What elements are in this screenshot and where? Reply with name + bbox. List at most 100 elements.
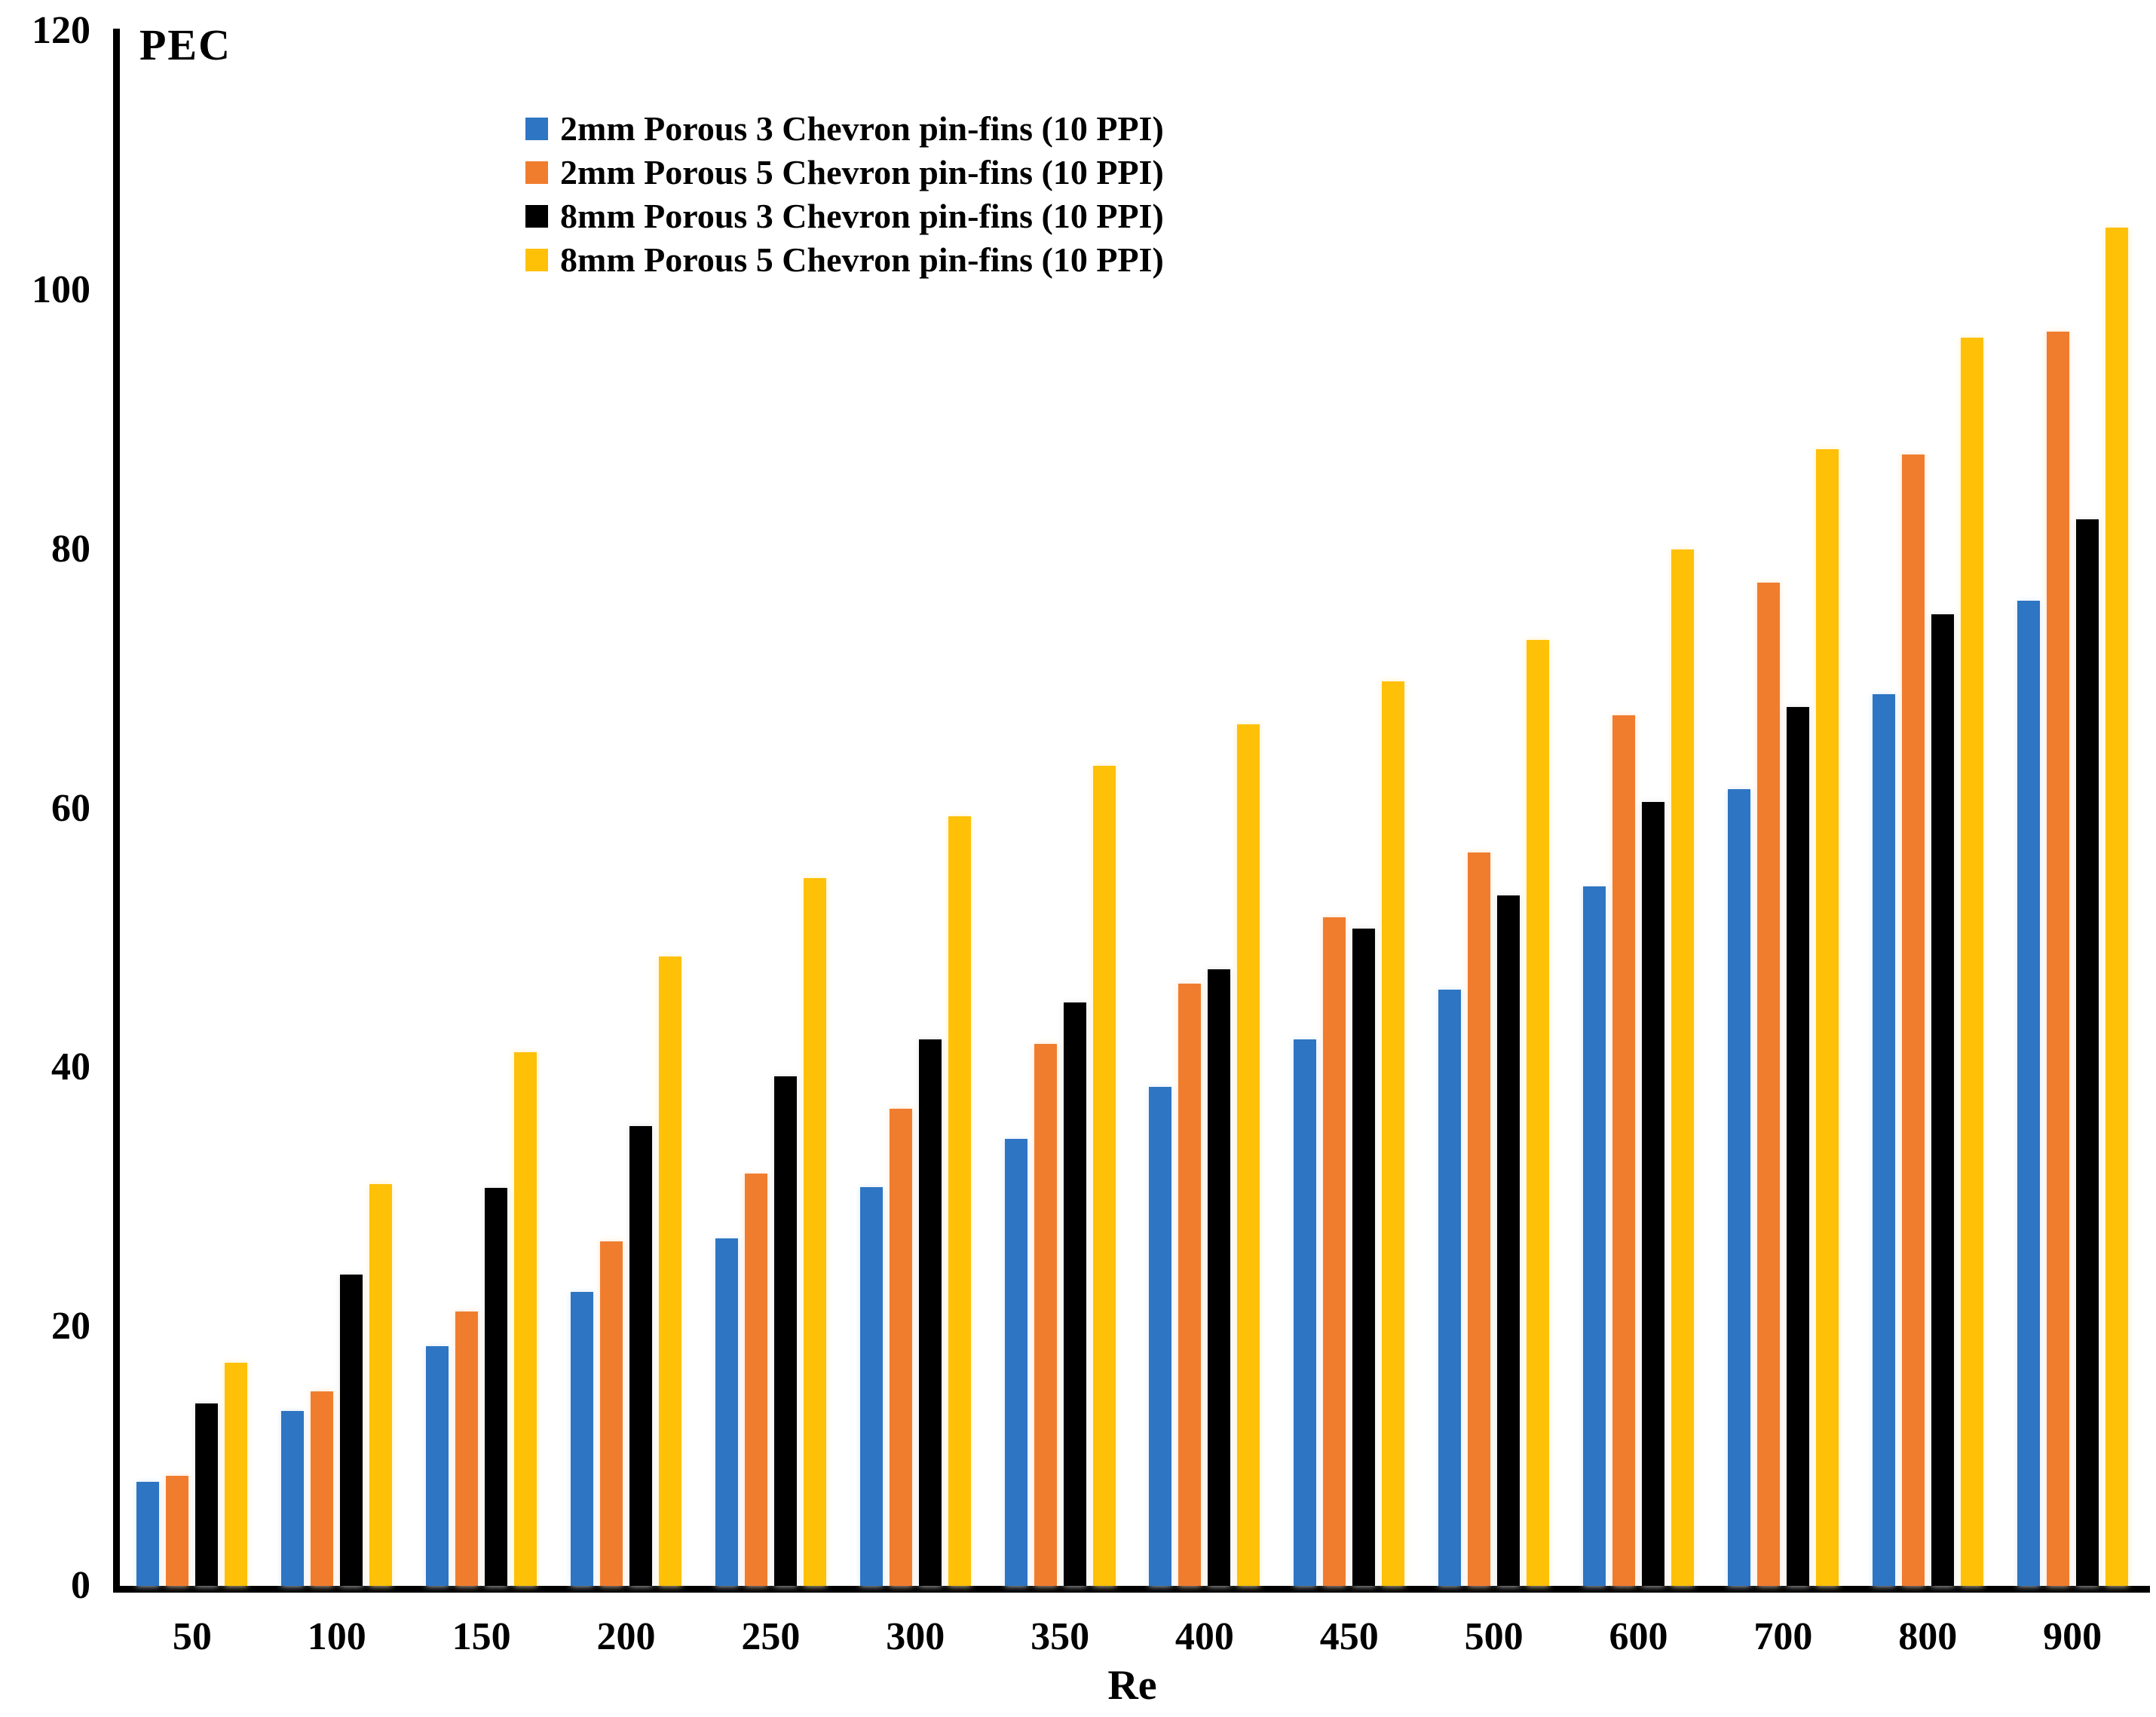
x-tick-label: 400 bbox=[1174, 1615, 1234, 1658]
bar-group-re-400 bbox=[1132, 31, 1277, 1586]
bar-series-4 bbox=[2105, 228, 2128, 1586]
y-tick-label: 20 bbox=[51, 1305, 90, 1348]
bar-series-2 bbox=[599, 1241, 623, 1586]
bar-series-2 bbox=[166, 1475, 189, 1586]
bar-series-4 bbox=[1960, 338, 1983, 1586]
x-tick-label: 250 bbox=[741, 1615, 801, 1658]
legend-label: 8mm Porous 5 Chevron pin-fins (10 PPI) bbox=[560, 240, 1164, 279]
bar-series-4 bbox=[658, 956, 681, 1586]
plot-area bbox=[120, 31, 2145, 1586]
y-tick-label: 80 bbox=[51, 527, 90, 571]
x-tick-label: 600 bbox=[1609, 1615, 1668, 1658]
bar-group-re-450 bbox=[1277, 31, 1422, 1586]
bar-group-re-500 bbox=[1422, 31, 1566, 1586]
bar-series-3 bbox=[629, 1125, 652, 1586]
x-tick-label: 450 bbox=[1319, 1615, 1379, 1658]
bar-group-re-600 bbox=[1566, 31, 1711, 1586]
bar-series-2 bbox=[2046, 331, 2069, 1586]
legend-label: 8mm Porous 3 Chevron pin-fins (10 PPI) bbox=[560, 197, 1164, 235]
x-axis-title: Re bbox=[1107, 1662, 1157, 1709]
bar-group-re-50 bbox=[120, 31, 265, 1586]
bar-group-re-350 bbox=[988, 31, 1132, 1586]
bar-series-2 bbox=[1612, 715, 1635, 1586]
legend-label: 2mm Porous 5 Chevron pin-fins (10 PPI) bbox=[560, 153, 1164, 191]
bar-series-2 bbox=[1901, 454, 1925, 1586]
bar-series-1 bbox=[859, 1186, 883, 1586]
bar-series-3 bbox=[1786, 707, 1809, 1586]
bar-series-4 bbox=[1092, 765, 1116, 1586]
bar-series-4 bbox=[514, 1051, 537, 1586]
legend-swatch-icon bbox=[525, 161, 548, 184]
x-tick-label: 800 bbox=[1898, 1615, 1958, 1658]
bar-series-2 bbox=[455, 1311, 479, 1586]
bar-group-re-250 bbox=[698, 31, 843, 1586]
bar-series-1 bbox=[1294, 1039, 1317, 1586]
y-axis-line bbox=[113, 29, 120, 1593]
bar-series-1 bbox=[2017, 601, 2040, 1586]
bar-series-4 bbox=[1382, 681, 1405, 1586]
x-tick-label: 150 bbox=[452, 1615, 511, 1658]
x-tick-label: 200 bbox=[596, 1615, 656, 1658]
bar-series-3 bbox=[195, 1403, 219, 1586]
bar-series-4 bbox=[369, 1184, 393, 1586]
bar-series-4 bbox=[948, 816, 971, 1586]
bar-series-3 bbox=[1208, 969, 1231, 1586]
bar-series-1 bbox=[570, 1291, 593, 1586]
bar-series-1 bbox=[715, 1238, 738, 1586]
bar-series-2 bbox=[1034, 1044, 1057, 1586]
bar-series-2 bbox=[1756, 583, 1780, 1586]
bar-series-2 bbox=[1178, 983, 1202, 1586]
bar-group-re-150 bbox=[409, 31, 554, 1586]
bar-group-re-900 bbox=[2000, 31, 2145, 1586]
x-tick-label: 500 bbox=[1464, 1615, 1524, 1658]
legend-item: 2mm Porous 3 Chevron pin-fins (10 PPI) bbox=[525, 107, 1164, 151]
y-tick-label: 100 bbox=[32, 268, 90, 311]
bar-group-re-100 bbox=[265, 31, 409, 1586]
bar-series-4 bbox=[803, 878, 826, 1586]
x-tick-label: 50 bbox=[172, 1615, 212, 1658]
bar-series-1 bbox=[1438, 990, 1462, 1586]
bar-series-3 bbox=[2075, 519, 2099, 1586]
bar-series-3 bbox=[1063, 1002, 1086, 1586]
legend: 2mm Porous 3 Chevron pin-fins (10 PPI) 2m… bbox=[525, 107, 1164, 282]
bar-series-1 bbox=[1004, 1138, 1027, 1586]
bar-series-4 bbox=[1815, 449, 1839, 1586]
bar-series-4 bbox=[1527, 640, 1550, 1586]
x-tick-label: 100 bbox=[307, 1615, 366, 1658]
bar-series-3 bbox=[1352, 929, 1376, 1586]
legend-label: 2mm Porous 3 Chevron pin-fins (10 PPI) bbox=[560, 109, 1164, 148]
x-tick-label: 700 bbox=[1753, 1615, 1813, 1658]
bar-series-1 bbox=[426, 1345, 449, 1586]
legend-item: 8mm Porous 5 Chevron pin-fins (10 PPI) bbox=[525, 238, 1164, 282]
bar-group-re-700 bbox=[1710, 31, 1855, 1586]
x-tick-label: 350 bbox=[1031, 1615, 1090, 1658]
x-axis-line bbox=[113, 1586, 2150, 1593]
bar-series-4 bbox=[225, 1363, 248, 1586]
bar-series-3 bbox=[1641, 801, 1664, 1586]
bar-series-3 bbox=[1497, 895, 1521, 1586]
bar-series-3 bbox=[773, 1076, 797, 1586]
bar-series-3 bbox=[918, 1039, 942, 1586]
y-tick-label: 120 bbox=[32, 9, 90, 52]
bar-series-1 bbox=[281, 1410, 305, 1586]
legend-item: 2mm Porous 5 Chevron pin-fins (10 PPI) bbox=[525, 151, 1164, 194]
legend-swatch-icon bbox=[525, 249, 548, 271]
legend-swatch-icon bbox=[525, 205, 548, 228]
bar-series-2 bbox=[1323, 917, 1346, 1586]
y-axis-title: PEC bbox=[139, 20, 231, 69]
bar-series-3 bbox=[1931, 614, 1954, 1586]
x-tick-label: 900 bbox=[2043, 1615, 2102, 1658]
bar-series-2 bbox=[311, 1391, 334, 1586]
bar-group-re-800 bbox=[1855, 31, 2000, 1586]
bar-series-4 bbox=[1237, 724, 1260, 1586]
bar-group-re-300 bbox=[843, 31, 988, 1586]
bar-series-1 bbox=[1872, 694, 1895, 1586]
y-tick-label: 0 bbox=[71, 1564, 90, 1607]
bar-series-4 bbox=[1671, 549, 1694, 1586]
legend-item: 8mm Porous 3 Chevron pin-fins (10 PPI) bbox=[525, 194, 1164, 238]
y-tick-label: 60 bbox=[51, 786, 90, 830]
bar-series-3 bbox=[485, 1188, 508, 1586]
bar-series-2 bbox=[744, 1174, 767, 1586]
x-tick-label: 300 bbox=[886, 1615, 945, 1658]
